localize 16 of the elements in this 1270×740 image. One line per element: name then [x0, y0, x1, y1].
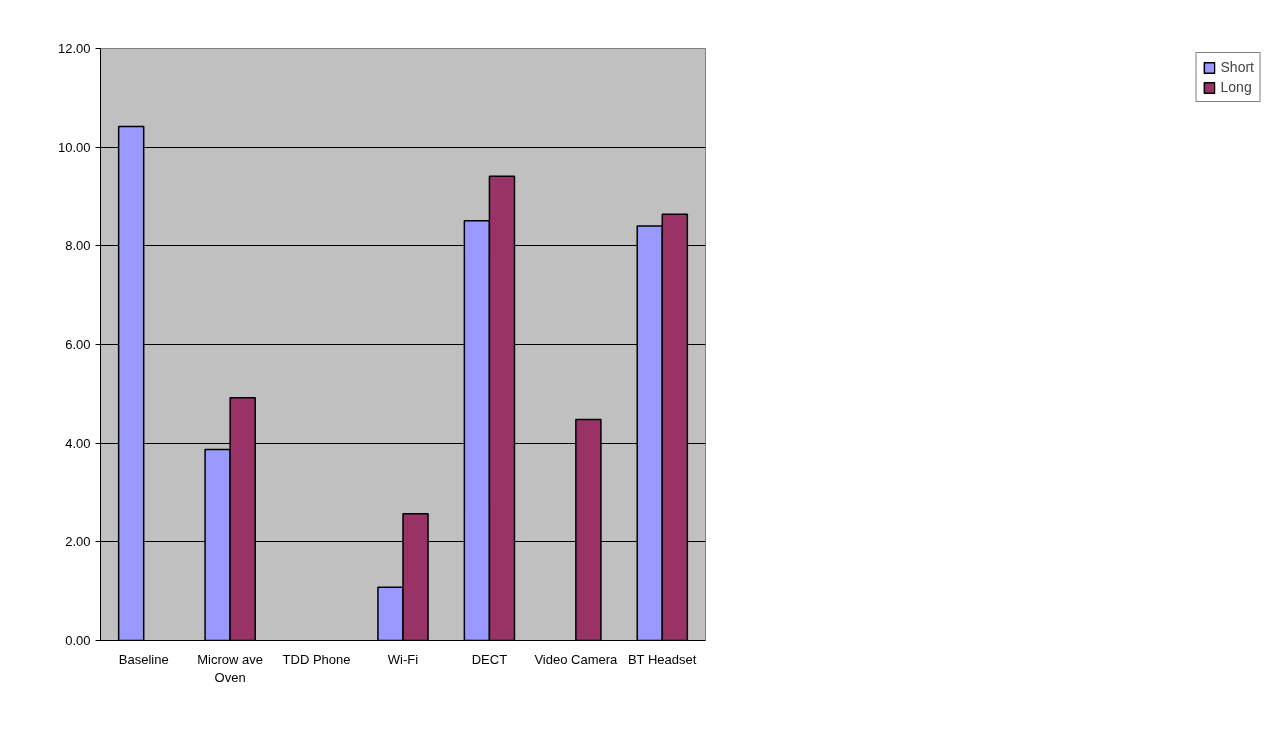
y-tick-label: 8.00 [65, 238, 91, 254]
x-tick-label: BT Headset [627, 651, 697, 667]
x-tick-label: TDD Phone [282, 651, 351, 667]
y-tick-label: 10.00 [57, 139, 91, 155]
x-tick-label: DECT [471, 651, 508, 667]
legend-label: Short [1220, 59, 1254, 75]
y-tick-label: 6.00 [65, 337, 91, 352]
y-tick-label: 12.00 [57, 41, 91, 56]
y-tick-label: 2.00 [65, 534, 91, 550]
x-tick-label: Baseline [118, 651, 169, 667]
x-tick-label: Video Camera [534, 651, 619, 667]
x-tick-label: Wi-Fi [387, 651, 419, 667]
y-tick-label: 0.00 [65, 633, 91, 648]
legend-label: Long [1220, 79, 1252, 95]
y-tick-label: 4.00 [65, 435, 91, 451]
x-tick-label: Microw ave Oven [197, 651, 264, 685]
